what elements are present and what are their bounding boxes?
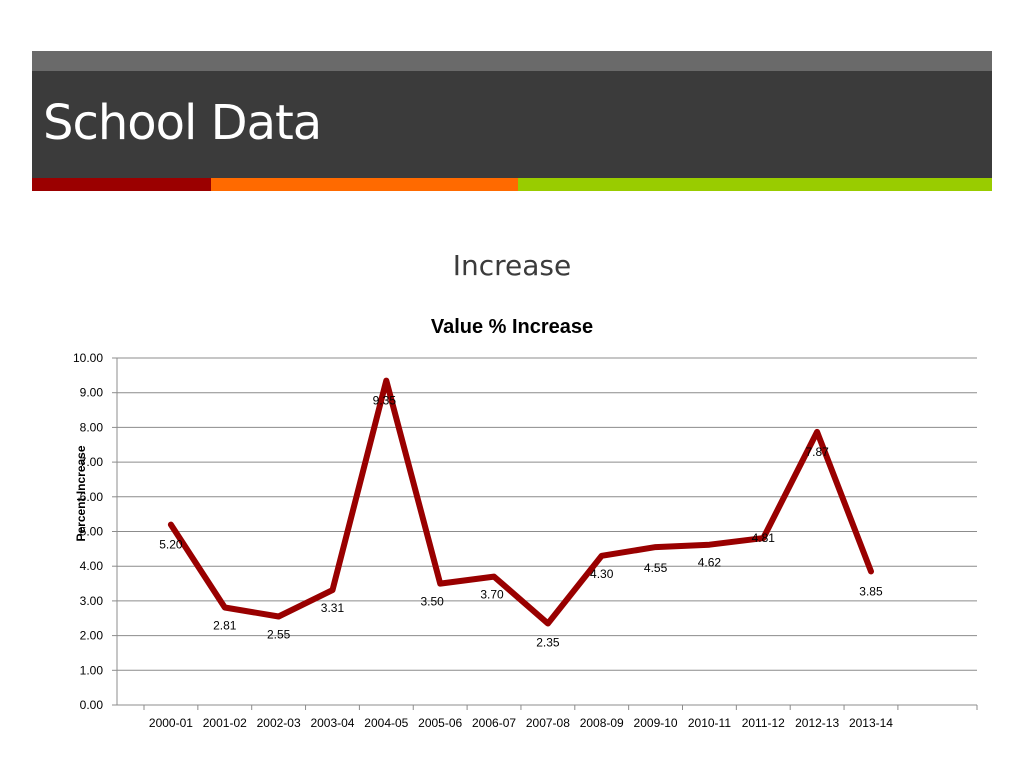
data-label: 2.35	[536, 635, 560, 649]
series-group	[167, 377, 874, 627]
x-tick-label: 2009-10	[634, 716, 678, 730]
x-tick-label: 2013-14	[849, 716, 893, 730]
x-tick-labels: 2000-01 2001-02 2002-03 2003-04 2004-05 2005-…	[149, 716, 893, 730]
data-labels: 5.20 2.81 2.55 3.31 9.35 3.50 3.70 2.35 4.30 4.55…	[159, 394, 883, 650]
series-line	[167, 377, 874, 627]
data-label: 4.62	[698, 556, 722, 570]
x-tick-label: 2006-07	[472, 716, 516, 730]
accent-bar-orange	[211, 178, 518, 191]
data-label: 9.35	[373, 394, 397, 408]
x-tick-label: 2008-09	[580, 716, 624, 730]
data-label: 4.81	[752, 531, 776, 545]
y-tick-label: 3.00	[80, 594, 104, 608]
y-tick-label: 0.00	[80, 698, 104, 712]
slide-subtitle: Increase	[452, 249, 572, 282]
data-label: 5.20	[159, 538, 183, 552]
x-tick-label: 2002-03	[257, 716, 301, 730]
y-tick-label: 7.00	[80, 455, 104, 469]
data-label: 3.31	[321, 601, 345, 615]
data-label: 3.50	[420, 595, 444, 609]
y-tick-label: 6.00	[80, 490, 104, 504]
data-label: 3.85	[859, 584, 883, 598]
y-tick-label: 5.00	[80, 525, 104, 539]
x-tick-label: 2000-01	[149, 716, 193, 730]
y-axis-label: Percent Increase	[74, 445, 88, 541]
accent-bar-red	[32, 178, 211, 191]
data-label: 4.55	[644, 561, 668, 575]
x-tick-label: 2004-05	[364, 716, 408, 730]
chart-title: Value % Increase	[431, 316, 593, 338]
data-label: 3.70	[480, 588, 504, 602]
accent-bar-green	[518, 178, 992, 191]
y-tick-label: 1.00	[80, 663, 104, 677]
title-band	[32, 71, 992, 178]
x-tick-label: 2007-08	[526, 716, 570, 730]
data-label: 2.81	[213, 618, 237, 632]
x-tick-label: 2001-02	[203, 716, 247, 730]
axes	[112, 357, 978, 710]
data-label: 7.87	[805, 445, 829, 459]
x-tick-label: 2011-12	[742, 716, 785, 730]
data-label: 2.55	[267, 628, 291, 642]
x-tick-label: 2003-04	[310, 716, 354, 730]
line-chart: Value % Increase 0.00 1.00 2.00 3.00 4.00 5.0…	[73, 316, 978, 730]
y-tick-labels: 0.00 1.00 2.00 3.00 4.00 5.00 6.00 7.00 8.00 9.00…	[73, 351, 103, 712]
y-tick-label: 8.00	[80, 420, 104, 434]
y-tick-label: 9.00	[80, 386, 104, 400]
x-tick-label: 2012-13	[795, 716, 839, 730]
x-tick-label: 2005-06	[418, 716, 462, 730]
y-tick-label: 10.00	[73, 351, 103, 365]
y-tick-label: 2.00	[80, 629, 104, 643]
x-tick-label: 2010-11	[688, 716, 731, 730]
gridlines	[117, 357, 977, 706]
data-label: 4.30	[590, 567, 614, 581]
title-band-top	[32, 51, 992, 71]
slide-title: School Data	[43, 95, 322, 151]
y-tick-label: 4.00	[80, 559, 104, 573]
